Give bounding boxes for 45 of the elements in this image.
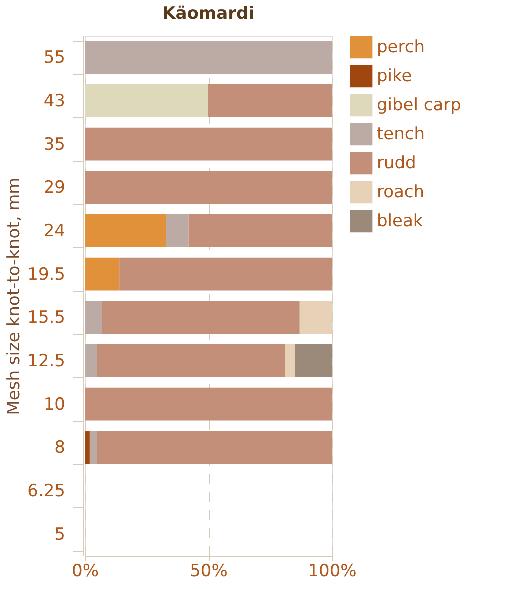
bar [85, 258, 120, 291]
y-tick-label: 19.5 [28, 264, 66, 285]
bar [90, 431, 98, 464]
bar [85, 431, 90, 464]
y-tick-label: 43 [44, 92, 66, 112]
bar [285, 344, 295, 378]
bar [294, 344, 332, 378]
legend-label: pike [377, 66, 412, 86]
bar [85, 84, 208, 118]
bar [85, 171, 332, 204]
y-tick-label: 35 [44, 134, 66, 155]
y-tick-label: 5 [54, 524, 66, 545]
legend-label: roach [377, 182, 425, 202]
legend-label: tench [377, 124, 426, 144]
x-tick-label: 50% [190, 562, 228, 582]
bar [85, 388, 332, 421]
bar [97, 431, 332, 464]
bar [188, 214, 332, 248]
bar [102, 301, 300, 334]
y-tick-label: 6.25 [28, 482, 66, 502]
bar [85, 344, 98, 378]
legend-label: rudd [377, 154, 416, 174]
x-tick-label: 0% [72, 562, 99, 582]
chart-title: Käomardi [162, 4, 254, 24]
y-tick-label: 24 [44, 222, 66, 242]
bar [300, 301, 332, 334]
bar [120, 258, 332, 291]
y-tick-label: 10 [44, 394, 66, 415]
legend-label: perch [377, 38, 425, 58]
y-tick-label: 29 [44, 178, 66, 198]
bar [85, 128, 332, 161]
bar [166, 214, 189, 248]
y-tick-label: 55 [44, 48, 66, 68]
y-tick-label: 8 [54, 438, 66, 458]
x-tick-label: 100% [308, 562, 357, 582]
legend-label: gibel carp [377, 96, 462, 116]
y-tick-label: 15.5 [28, 308, 66, 328]
bar [208, 84, 332, 118]
bar [85, 41, 332, 74]
y-tick-label: 12.5 [28, 352, 66, 372]
bar [97, 344, 286, 378]
legend-label: bleak [377, 212, 424, 232]
bar [85, 301, 102, 334]
bar [85, 214, 167, 248]
y-axis-title: Mesh size knot-to-knot, mm [4, 178, 25, 416]
